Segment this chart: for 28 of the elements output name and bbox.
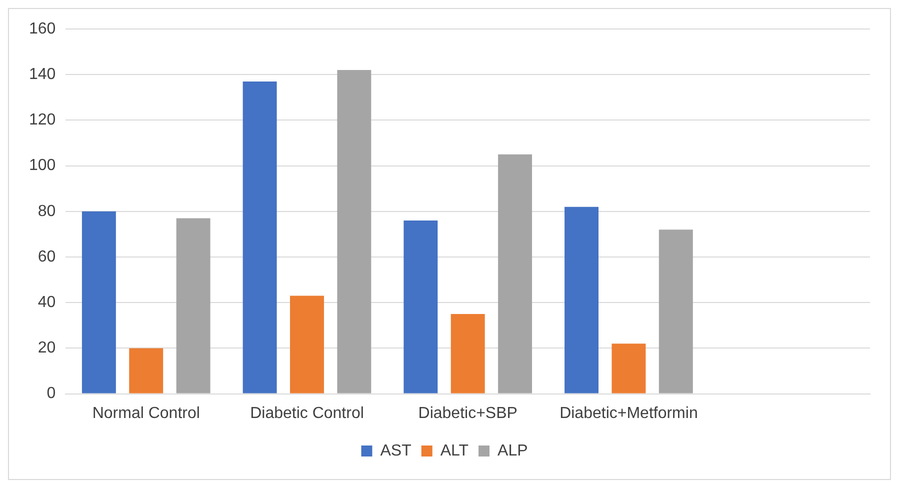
bar	[450, 314, 485, 394]
bar	[129, 348, 164, 394]
y-tick-label: 140	[28, 66, 56, 84]
bar	[612, 344, 646, 394]
bar	[82, 211, 116, 394]
y-tick-label: 40	[38, 294, 56, 312]
bar	[658, 230, 693, 394]
legend-label: ALP	[498, 442, 528, 460]
y-tick-label: 100	[28, 157, 56, 174]
x-tick-label: Diabetic+Metformin	[560, 404, 698, 422]
bar	[498, 154, 532, 394]
legend-label: ALT	[440, 442, 469, 460]
bar	[337, 70, 372, 394]
y-tick-label: 60	[38, 248, 56, 266]
bar	[290, 296, 324, 394]
bar	[242, 81, 277, 394]
legend-label: AST	[380, 442, 412, 460]
y-tick-label: 20	[38, 340, 56, 357]
bar	[404, 220, 438, 394]
y-tick-label: 80	[38, 202, 56, 220]
x-tick-label: Normal Control	[92, 404, 200, 422]
y-tick-label: 160	[28, 20, 56, 38]
bar	[176, 218, 210, 394]
x-tick-label: Diabetic Control	[250, 404, 364, 422]
x-tick-label: Diabetic+SBP	[418, 404, 518, 422]
bar	[564, 206, 599, 394]
y-tick-label: 0	[46, 385, 56, 402]
y-tick-label: 120	[28, 112, 56, 129]
